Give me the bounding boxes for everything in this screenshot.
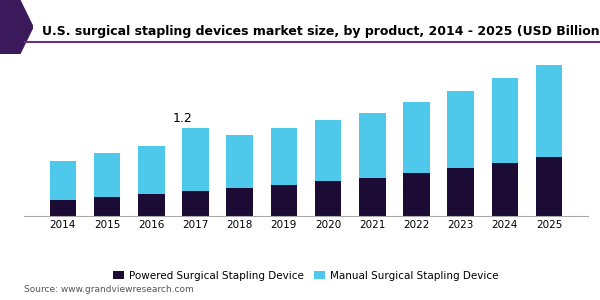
Bar <box>491 163 518 216</box>
Bar <box>403 173 430 216</box>
Text: 1.2: 1.2 <box>172 112 192 125</box>
Bar <box>536 65 562 157</box>
Bar <box>315 120 341 182</box>
Bar <box>226 188 253 216</box>
Legend: Powered Surgical Stapling Device, Manual Surgical Stapling Device: Powered Surgical Stapling Device, Manual… <box>109 267 503 285</box>
Bar <box>138 194 164 216</box>
Bar <box>448 91 474 168</box>
Bar <box>315 182 341 216</box>
Bar <box>226 135 253 188</box>
Polygon shape <box>0 0 33 54</box>
Bar <box>50 200 76 216</box>
Bar <box>448 168 474 216</box>
Bar <box>359 113 386 178</box>
Text: Source: www.grandviewresearch.com: Source: www.grandviewresearch.com <box>24 285 194 294</box>
Bar <box>271 128 297 185</box>
Bar <box>403 102 430 173</box>
Bar <box>94 153 121 197</box>
Bar <box>182 128 209 191</box>
Bar <box>182 191 209 216</box>
Bar <box>536 157 562 216</box>
Bar <box>359 178 386 216</box>
Bar <box>271 185 297 216</box>
Bar <box>94 197 121 216</box>
Bar <box>50 161 76 200</box>
Bar <box>491 78 518 163</box>
Text: U.S. surgical stapling devices market size, by product, 2014 - 2025 (USD Billion: U.S. surgical stapling devices market si… <box>42 25 600 38</box>
Bar <box>138 146 164 194</box>
